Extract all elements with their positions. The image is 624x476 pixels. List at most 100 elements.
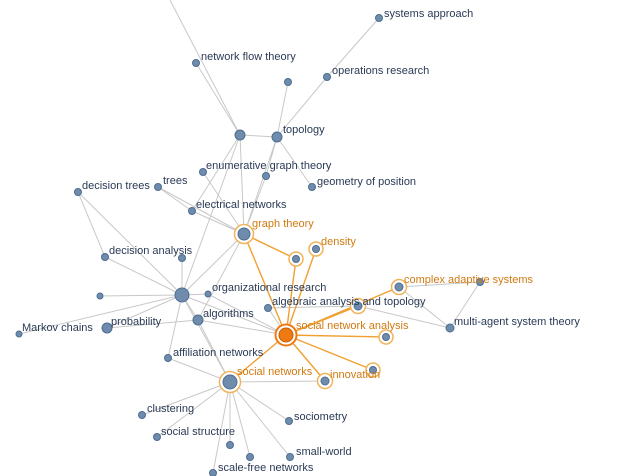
node-social-structure[interactable] [153,433,161,441]
label-small-world[interactable]: small-world [296,446,352,458]
label-density[interactable]: density [321,236,356,248]
node-social-network-analysis[interactable] [278,327,294,343]
label-markov-chains[interactable]: Markov chains [22,322,93,334]
highlighted-edge [243,233,287,336]
node-multi-agent[interactable] [445,323,455,333]
label-complex-adaptive-systems[interactable]: complex adaptive systems [404,274,533,286]
highlighted-edge [285,334,387,338]
graph-labels: systems approach network flow theory ope… [22,8,580,474]
graph-edge [141,381,231,416]
graph-edge [197,319,287,336]
label-algebraic-analysis-and-topology[interactable]: algebraic analysis and topology [272,296,426,308]
node-decision-trees[interactable] [74,188,82,196]
graph-edge [169,0,241,136]
node-algebraic-analysis[interactable] [264,304,272,312]
highlighted-edge [285,258,297,336]
node-organizational-research[interactable] [204,290,212,298]
node-small-world[interactable] [286,453,294,461]
node-markov-chains[interactable] [15,330,23,338]
label-decision-analysis[interactable]: decision analysis [109,245,193,257]
node-n-480-282[interactable] [476,278,484,286]
node-n-288-82[interactable] [284,78,292,86]
highlighted-edge [285,305,359,336]
node-affiliation-networks[interactable] [164,354,172,362]
label-network-flow-theory[interactable]: network flow theory [201,51,296,63]
graph-edge [18,294,183,335]
node-n-182-295[interactable] [174,287,190,303]
label-enumerative-graph-theory[interactable]: enumerative graph theory [206,160,332,172]
node-operations-research[interactable] [323,73,331,81]
node-n-266-176[interactable] [262,172,270,180]
node-algorithms[interactable] [192,314,204,326]
graph-edge [243,136,278,235]
graph-edge [106,319,199,329]
graph-edge [207,293,287,336]
node-n-373-370[interactable] [369,366,377,374]
label-systems-approach[interactable]: systems approach [384,8,473,20]
node-n-358-306[interactable] [353,301,363,311]
node-complex-adaptive-systems[interactable] [394,282,404,292]
label-graph-theory[interactable]: graph theory [252,218,314,230]
label-trees[interactable]: trees [163,175,188,187]
graph-edge [99,294,183,297]
graph-edge [195,62,241,136]
graph-edge [104,256,183,296]
label-geometry-of-position[interactable]: geometry of position [317,176,416,188]
node-n-230-445[interactable] [226,441,234,449]
label-social-networks[interactable]: social networks [237,366,313,378]
node-decision-analysis[interactable] [101,253,109,261]
label-social-structure[interactable]: social structure [161,426,235,438]
node-n-296-259[interactable] [292,255,300,263]
label-innovation[interactable]: innovation [330,369,380,381]
graph-edge [449,281,481,329]
node-graph-theory[interactable] [237,227,251,241]
label-electrical-networks[interactable]: electrical networks [196,199,287,211]
label-social-network-analysis[interactable]: social network analysis [296,320,409,332]
graph-edge [229,381,251,458]
graph-edge [243,175,267,235]
label-operations-research[interactable]: operations research [332,65,429,77]
label-organizational-research[interactable]: organizational research [212,282,326,294]
label-clustering[interactable]: clustering [147,403,194,415]
graph-edge [212,381,231,474]
node-systems-approach[interactable] [375,14,383,22]
graph-edge [326,17,380,78]
node-enumerative-graph-theory[interactable] [199,168,207,176]
label-probability[interactable]: probability [111,316,162,328]
node-social-networks[interactable] [222,374,238,390]
graph-edge [77,191,106,258]
node-probability[interactable] [101,322,113,334]
node-n-386-337[interactable] [382,333,390,341]
node-innovation[interactable] [320,376,330,386]
node-n-182-258[interactable] [178,254,186,262]
node-clustering[interactable] [138,411,146,419]
graph-edge [239,134,278,138]
label-multi-agent-system-theory[interactable]: multi-agent system theory [454,316,580,328]
label-sociometry[interactable]: sociometry [294,411,348,423]
label-affiliation-networks[interactable]: affiliation networks [173,347,264,359]
node-network-flow-theory[interactable] [192,59,200,67]
node-n-100-296[interactable] [96,292,104,300]
node-scale-free-networks[interactable] [209,469,217,476]
graph-edge [181,233,245,296]
graph-edge [157,186,193,212]
node-sociometry[interactable] [285,417,293,425]
graph-edge [156,381,231,438]
node-electrical-networks[interactable] [188,207,196,215]
graph-edge [357,305,451,329]
node-trees[interactable] [154,183,162,191]
node-n-250-457[interactable] [246,453,254,461]
label-topology[interactable]: topology [283,124,325,136]
graph-edges [18,0,481,474]
label-decision-trees[interactable]: decision trees [82,180,150,192]
node-n-240-135[interactable] [234,129,246,141]
node-geometry-of-position[interactable] [308,183,316,191]
graph-edge [202,171,245,235]
graph-edge [191,134,241,212]
label-scale-free-networks[interactable]: scale-free networks [218,462,314,474]
label-algorithms[interactable]: algorithms [203,308,254,320]
graph-edge [77,191,183,296]
node-topology[interactable] [271,131,283,143]
node-density[interactable] [312,245,320,253]
